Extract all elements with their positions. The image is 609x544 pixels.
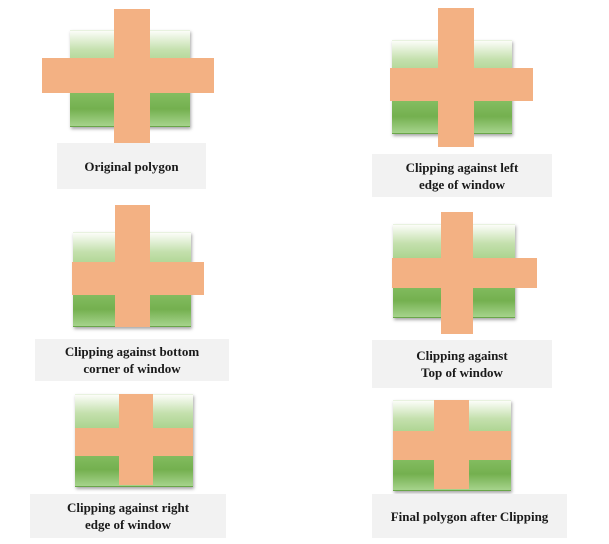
caption-line: Clipping against right xyxy=(66,500,190,515)
caption-clip-bottom: Clipping against bottom corner of window xyxy=(35,339,229,381)
polygon-horizontal-bar xyxy=(392,258,537,288)
polygon-horizontal-bar xyxy=(393,431,511,460)
caption-clip-right: Clipping against right edge of window xyxy=(30,494,226,538)
caption-line: corner of window xyxy=(83,361,181,376)
caption-line: Top of window xyxy=(421,365,503,380)
caption-line: Clipping against xyxy=(416,348,508,363)
caption-original-polygon: Original polygon xyxy=(57,143,206,189)
caption-line: Clipping against bottom xyxy=(64,344,200,359)
caption-clip-left: Clipping against left edge of window xyxy=(372,154,552,197)
polygon-horizontal-bar xyxy=(42,58,214,93)
caption-line: edge of window xyxy=(419,176,505,192)
caption-line: Final polygon after Clipping xyxy=(390,508,549,524)
caption-line: Clipping against left xyxy=(405,159,519,175)
polygon-horizontal-bar xyxy=(75,428,193,456)
caption-line: Original polygon xyxy=(84,158,179,174)
caption-clip-top: Clipping against Top of window xyxy=(372,340,552,388)
caption-line: edge of window xyxy=(85,517,171,532)
polygon-horizontal-bar xyxy=(72,262,204,295)
caption-final-polygon: Final polygon after Clipping xyxy=(372,494,567,538)
polygon-horizontal-bar xyxy=(390,68,533,101)
